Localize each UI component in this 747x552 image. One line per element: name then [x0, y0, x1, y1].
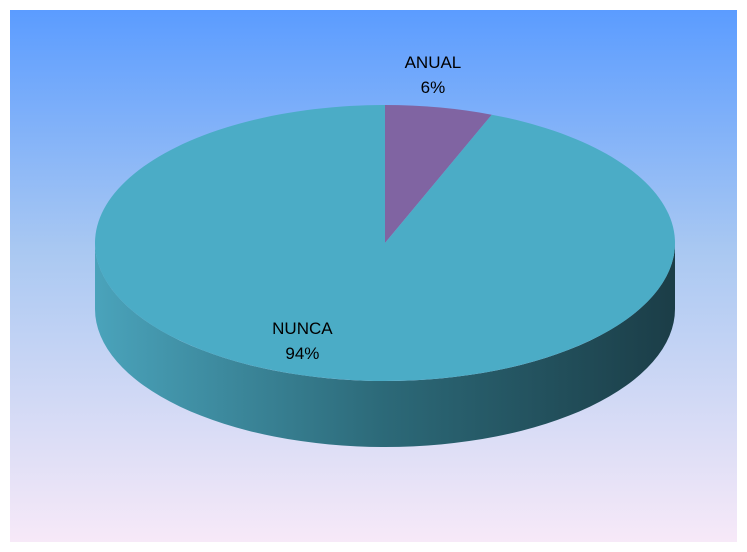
slice-value-label: 94% [285, 344, 319, 363]
slice-label: NUNCA [272, 319, 333, 338]
pie-slice-side [95, 243, 675, 447]
pie-slice [95, 105, 676, 381]
pie [95, 105, 676, 447]
slice-label: ANUAL [405, 53, 462, 72]
slice-value-label: 6% [421, 78, 446, 97]
pie-slice [385, 105, 492, 243]
